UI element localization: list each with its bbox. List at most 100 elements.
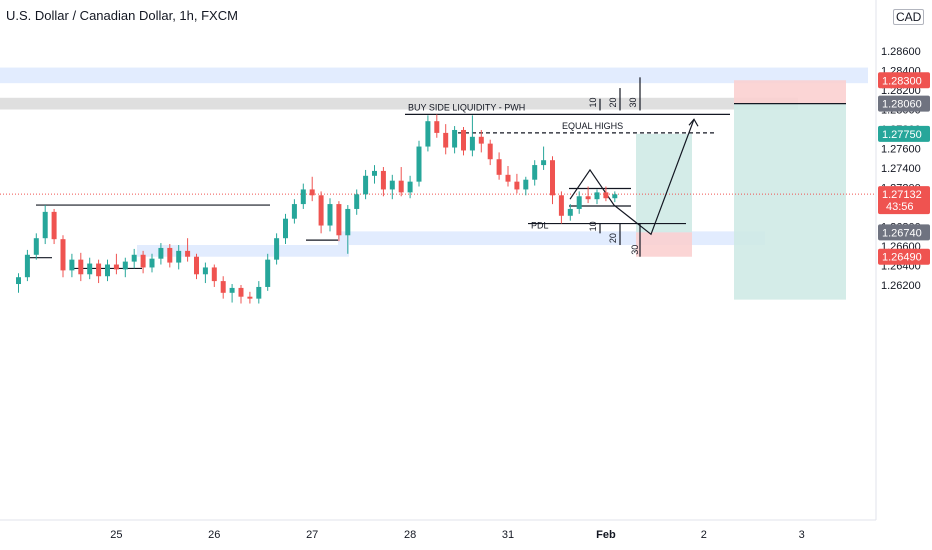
candle-down: [496, 159, 502, 175]
demand-zone-left: [137, 245, 349, 257]
candle-up: [407, 181, 413, 193]
currency-selector[interactable]: CAD: [893, 9, 925, 25]
candle-up: [229, 287, 235, 293]
candle-up: [283, 218, 288, 239]
chart-title: U.S. Dollar / Canadian Dollar, 1h, FXCM: [6, 8, 238, 23]
price-tag: [878, 186, 930, 215]
trade2-target-zone: [734, 103, 846, 300]
price-axis-background[interactable]: [876, 0, 932, 550]
trade2-stop-zone: [734, 80, 846, 104]
candle-down: [238, 287, 244, 297]
candle-down: [443, 132, 449, 148]
candle-up: [594, 192, 600, 200]
candle-down: [309, 189, 315, 196]
candle-down: [461, 129, 466, 151]
candle-up: [372, 170, 377, 176]
countdown-label: 43:56: [886, 201, 914, 213]
trade1-stop-zone: [636, 232, 692, 257]
candle-up: [300, 189, 306, 205]
candle-down: [487, 143, 493, 160]
candle-down: [550, 160, 555, 196]
candles-layer: [16, 114, 618, 304]
lower-20-label: 20: [608, 233, 618, 243]
lower-30-label: 30: [630, 245, 640, 255]
candle-up: [202, 267, 208, 275]
price-tag-label: 1.27750: [882, 129, 922, 141]
time-axis[interactable]: 25 26 27 28 31 Feb 2 3: [110, 529, 804, 541]
candle-down: [113, 264, 119, 270]
candle-down: [167, 247, 173, 263]
time-tick-label: Feb: [596, 529, 616, 541]
price-tick-label: 1.27400: [881, 163, 921, 175]
candle-down: [336, 204, 342, 236]
plot-background: [0, 0, 876, 520]
candle-down: [558, 195, 564, 216]
candle-up: [327, 204, 333, 226]
candle-up: [576, 196, 582, 209]
candle-down: [78, 259, 84, 275]
candle-down: [603, 192, 609, 199]
time-tick-label: 3: [799, 529, 805, 541]
currency-label: CAD: [893, 9, 925, 25]
candle-up: [612, 194, 618, 199]
candle-up: [469, 136, 475, 151]
candle-down: [434, 121, 440, 133]
zones-layer: [0, 67, 868, 300]
price-tag-label: 1.28300: [882, 75, 922, 87]
equal-highs-label: EQUAL HIGHS: [562, 121, 623, 131]
candle-up: [291, 204, 297, 219]
projection-arrowhead: [688, 118, 699, 127]
candle-down: [185, 250, 191, 257]
candle-up: [105, 264, 110, 277]
annotations-layer: BUY SIDE LIQUIDITY - PWH EQUAL HIGHS PDL…: [408, 98, 640, 255]
candle-down: [220, 281, 226, 293]
candle-up: [363, 175, 369, 195]
candle-up: [389, 180, 395, 190]
time-tick-label: 27: [306, 529, 318, 541]
candle-up: [541, 160, 547, 166]
price-tick-label: 1.26200: [881, 280, 921, 292]
time-tick-label: 26: [208, 529, 220, 541]
candle-up: [345, 208, 351, 236]
candle-down: [96, 263, 102, 277]
price-tag: [878, 95, 930, 112]
candle-up: [274, 238, 280, 260]
candle-up: [42, 211, 48, 239]
price-tick-label: 1.28600: [881, 46, 921, 58]
candle-up: [425, 121, 431, 147]
candle-up: [16, 277, 21, 285]
pdl-label: PDL: [531, 220, 549, 230]
time-tick-label: 2: [701, 529, 707, 541]
time-tick-label: 25: [110, 529, 122, 541]
upper-10-label: 10: [588, 98, 598, 108]
candle-up: [158, 247, 164, 259]
demand-zone-right: [338, 231, 765, 246]
price-tag: [878, 125, 930, 142]
price-tag-label: 1.26490: [882, 252, 922, 264]
candle-up: [256, 286, 262, 299]
candle-down: [140, 254, 146, 268]
price-tag: [878, 248, 930, 265]
gray-zone: [0, 97, 798, 110]
candle-up: [523, 179, 529, 190]
price-tag: [878, 72, 930, 89]
candle-down: [585, 196, 591, 200]
price-tag: [878, 224, 930, 241]
candle-down: [380, 170, 386, 190]
liquidity-zone-top: [0, 67, 868, 84]
upper-20-label: 20: [608, 98, 618, 108]
candle-up: [122, 261, 128, 270]
candle-up: [416, 146, 422, 182]
candle-up: [265, 259, 271, 287]
candle-up: [149, 258, 155, 268]
candle-up: [354, 194, 360, 209]
upper-30-label: 30: [628, 98, 638, 108]
price-tick-label: 1.27600: [881, 144, 921, 156]
candle-down: [514, 181, 520, 190]
time-tick-label: 31: [502, 529, 514, 541]
projection-path: [569, 119, 695, 236]
candle-down: [318, 195, 324, 226]
candle-down: [51, 211, 57, 240]
